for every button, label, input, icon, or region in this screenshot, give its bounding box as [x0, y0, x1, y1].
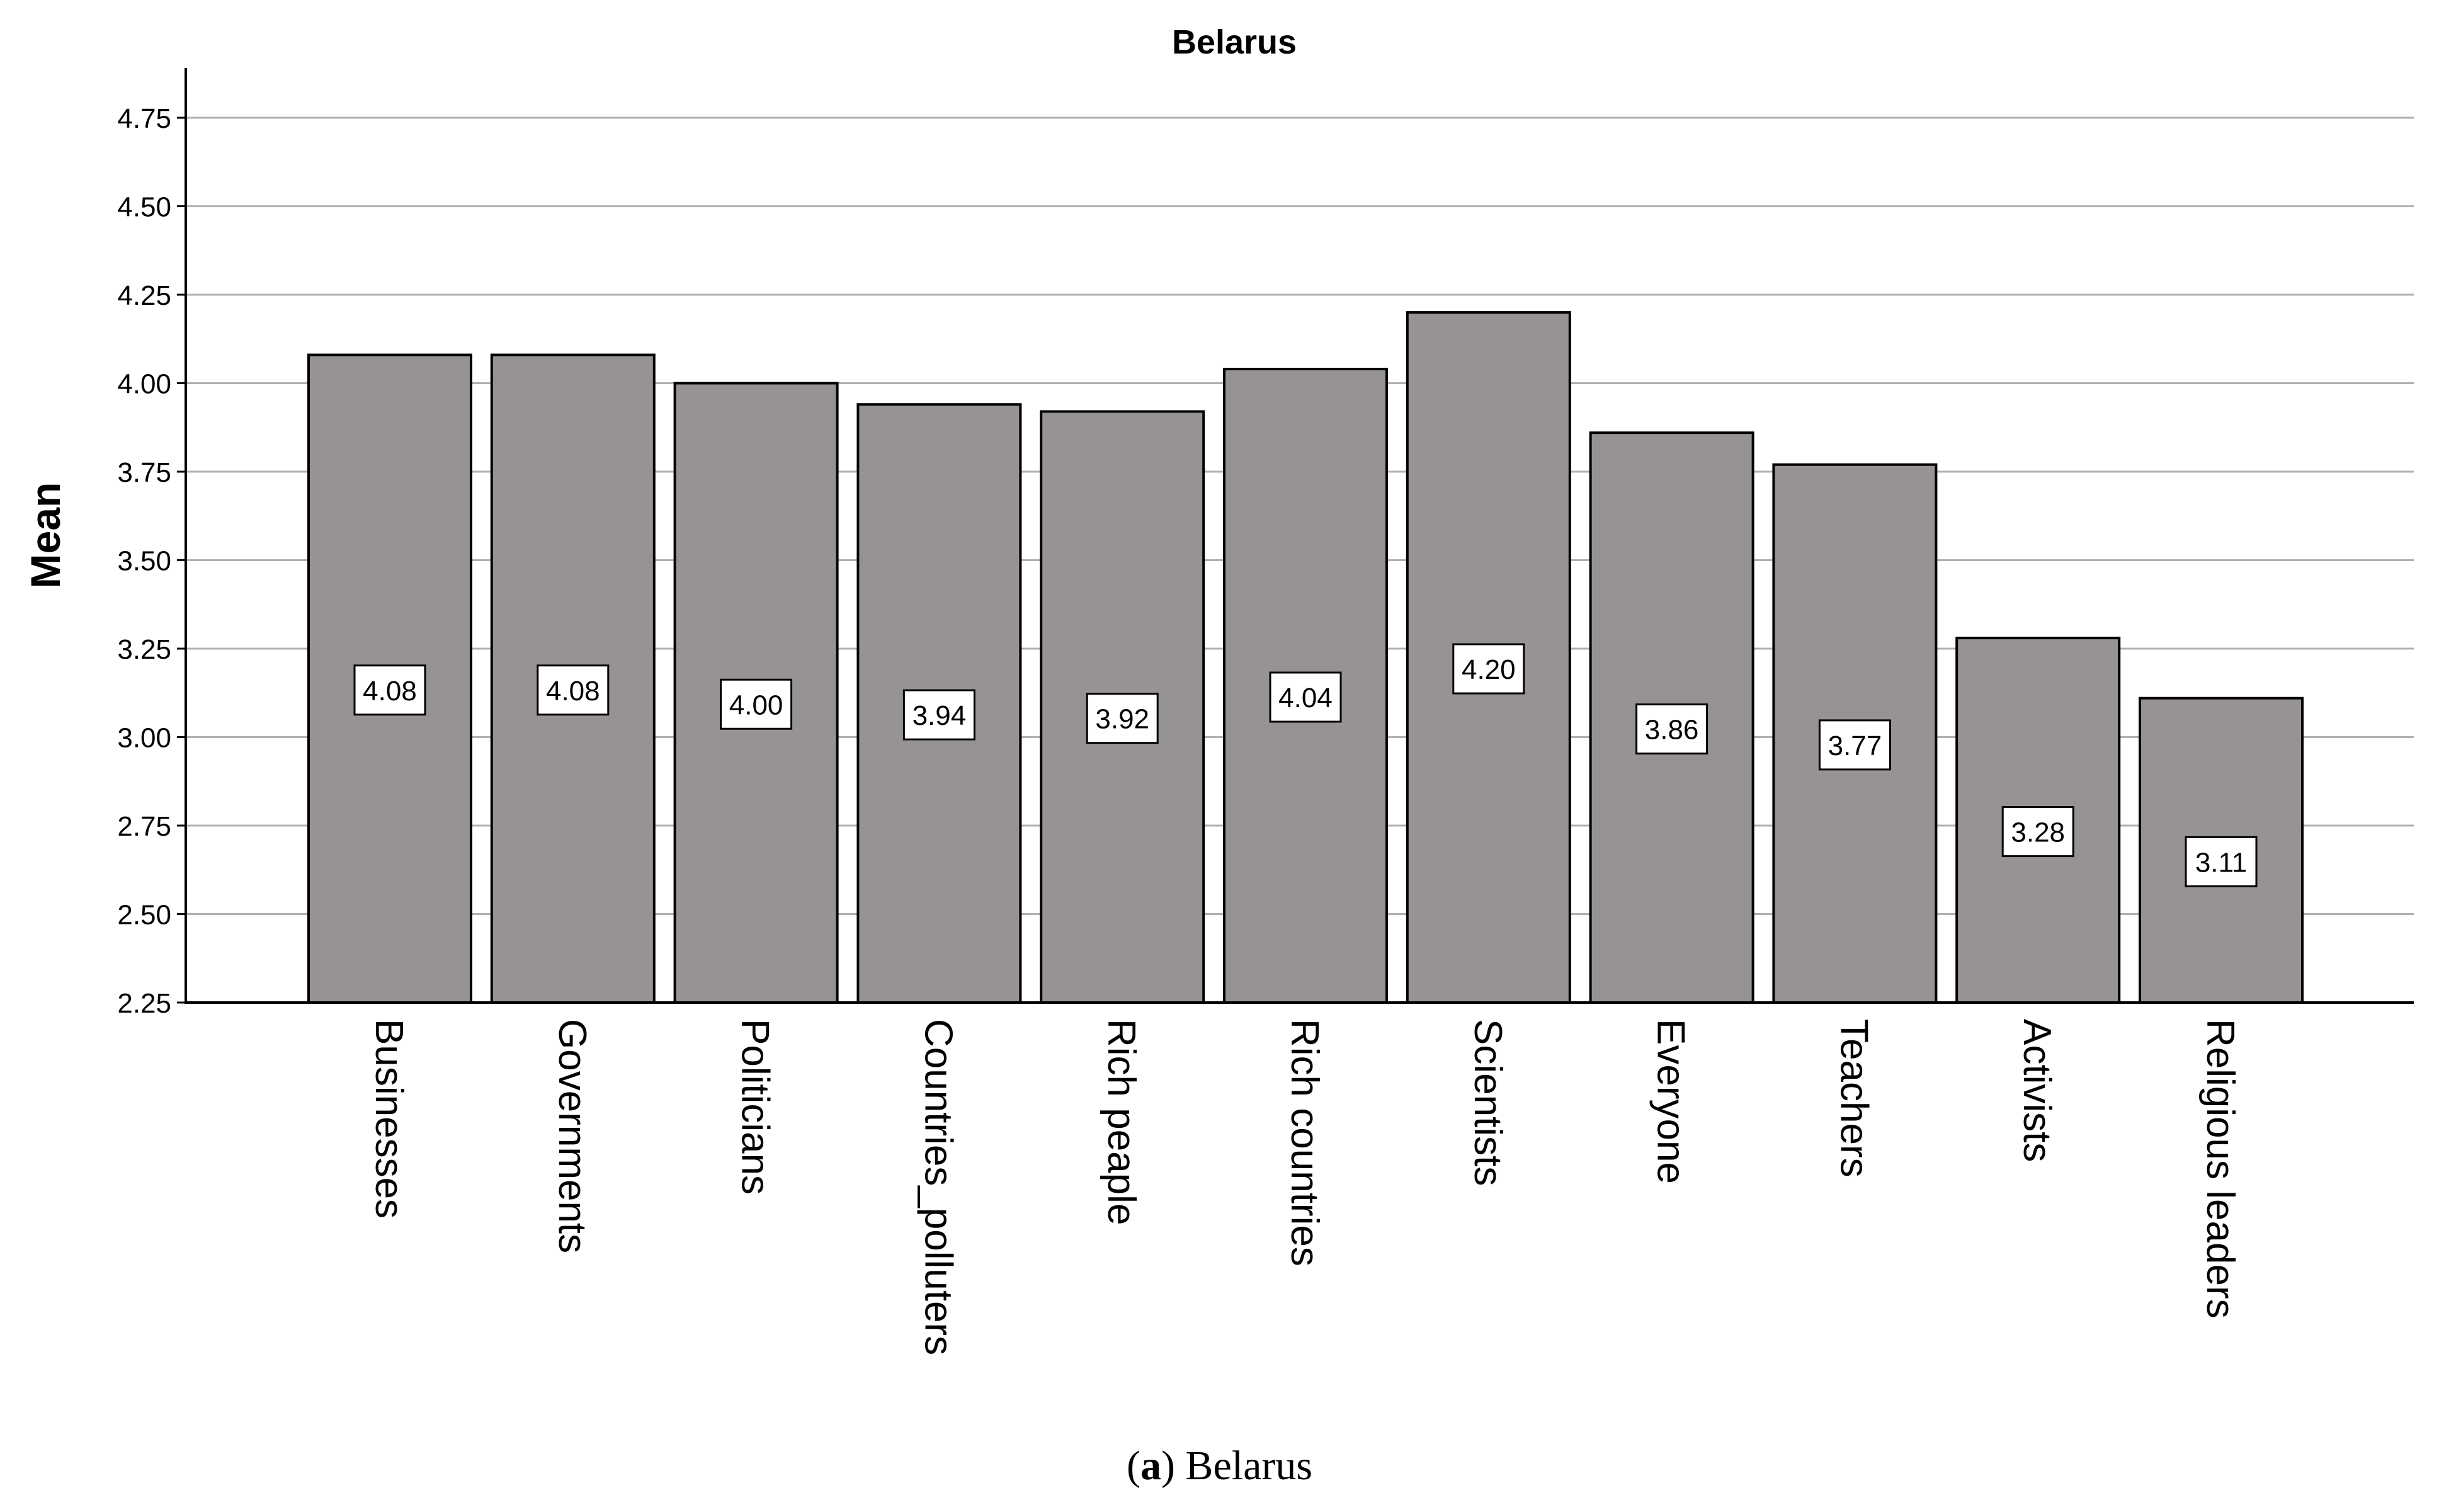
data-label-box	[2001, 806, 2074, 858]
data-label-box	[720, 678, 793, 730]
data-label: 4.08	[546, 676, 600, 707]
x-tick-label: Governments	[550, 1019, 594, 1253]
data-label: 3.92	[1095, 704, 1149, 735]
figure-caption: (a) Belarus	[1126, 1443, 1313, 1489]
data-label: 3.11	[2195, 847, 2247, 878]
x-axis-labels: Businesses Governments Politicians Countrie…	[367, 1019, 2242, 1355]
y-tick-label: 3.75	[117, 457, 171, 488]
data-label-box	[902, 689, 975, 741]
data-label-box	[2185, 836, 2258, 887]
x-tick-label: Activists	[2015, 1019, 2059, 1162]
bars: 4.08 4.08 4.00 3.94 3.92 4.04 4.20 3.86 3.77 3.28…	[307, 311, 2304, 1004]
x-tick-label: Scientists	[1466, 1019, 1509, 1186]
y-tick-label: 4.75	[117, 103, 171, 134]
x-tick-label: Everyone	[1649, 1019, 1693, 1184]
y-axis-label: Mean	[22, 482, 69, 589]
y-tick-label: 2.50	[117, 900, 171, 931]
y-tick-label: 3.00	[117, 723, 171, 754]
data-label-box	[1086, 693, 1159, 744]
data-label-box	[1635, 703, 1708, 755]
y-tick-label: 4.00	[117, 369, 171, 400]
y-axis-ticks: 2.25 2.50 2.75 3.00 3.25 3.50 3.75 4.00 4.25 4.50…	[117, 103, 186, 1019]
x-tick-label: Teachers	[1832, 1019, 1875, 1178]
data-label-box	[1452, 643, 1525, 695]
caption-text: Belarus	[1185, 1443, 1313, 1489]
y-tick-label: 3.50	[117, 546, 171, 577]
x-tick-label: Politicians	[734, 1019, 777, 1195]
y-tick-label: 2.25	[117, 988, 171, 1019]
x-tick-label: Religious leaders	[2198, 1019, 2242, 1319]
data-label: 4.00	[729, 690, 783, 720]
data-label: 4.20	[1462, 654, 1516, 685]
data-label: 3.86	[1645, 715, 1699, 746]
x-tick-label: Countries_polluters	[916, 1019, 960, 1355]
data-label: 4.08	[363, 676, 417, 707]
data-label-box	[1269, 671, 1342, 723]
data-label: 3.94	[912, 700, 967, 731]
data-label-box	[1818, 719, 1891, 771]
data-label: 3.77	[1828, 730, 1882, 761]
x-tick-label: Rich peaple	[1100, 1019, 1143, 1225]
data-label: 3.28	[2011, 817, 2065, 848]
y-tick-label: 4.50	[117, 192, 171, 223]
y-tick-label: 3.25	[117, 634, 171, 665]
y-tick-label: 4.25	[117, 280, 171, 311]
x-tick-label: Rich countries	[1283, 1019, 1326, 1266]
data-label-box	[353, 664, 426, 716]
data-label-box	[537, 664, 610, 716]
data-label: 4.04	[1278, 683, 1333, 713]
x-tick-label: Businesses	[367, 1019, 411, 1219]
chart-title: Belarus	[1172, 23, 1297, 61]
caption-label: a	[1140, 1443, 1161, 1489]
y-tick-label: 2.75	[117, 811, 171, 842]
